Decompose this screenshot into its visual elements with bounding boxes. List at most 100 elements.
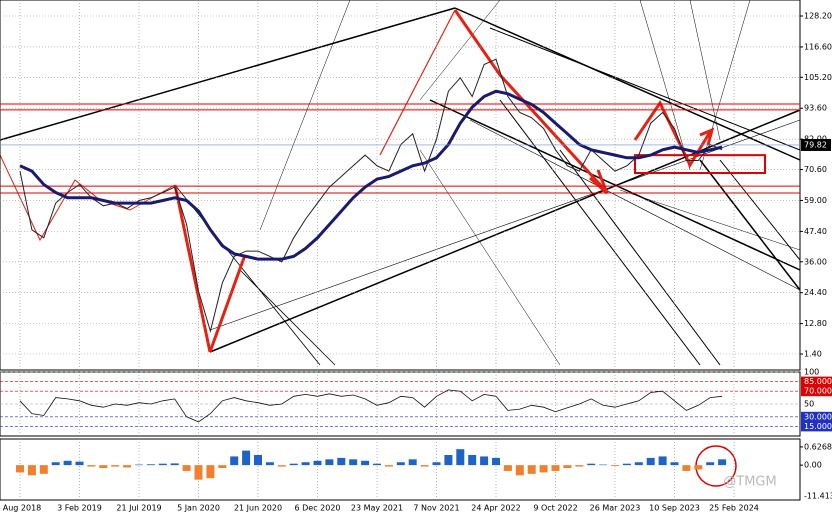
- macd-bar: [170, 463, 179, 466]
- macd-bar: [420, 465, 429, 467]
- macd-bar: [384, 465, 393, 467]
- macd-bar: [670, 462, 679, 466]
- macd-bar: [135, 464, 143, 466]
- macd-bar: [444, 454, 453, 466]
- macd-bar: [658, 456, 667, 466]
- macd-bar: [575, 465, 584, 467]
- macd-bar: [242, 450, 251, 466]
- rsi-tick-label: 50: [804, 400, 814, 409]
- x-tick-label: 21 Jun 2020: [234, 504, 282, 513]
- y-tick-label: 1.40: [804, 350, 822, 359]
- macd-bar: [706, 462, 715, 466]
- macd-bar: [468, 454, 477, 466]
- macd-bar: [456, 449, 465, 466]
- y-tick-label: 12.80: [804, 319, 827, 328]
- x-tick-label: 6 Dec 2020: [294, 504, 340, 513]
- macd-bar: [551, 465, 560, 471]
- macd-bar: [313, 460, 322, 466]
- macd-bar: [289, 463, 298, 466]
- y-tick-label: 93.60: [804, 104, 827, 113]
- moving-average: [19, 89, 723, 261]
- rsi-line: [19, 389, 723, 423]
- macd-min-label: -11.4134: [804, 492, 832, 501]
- macd-bar: [39, 465, 48, 474]
- x-tick-label: 7 Nov 2021: [413, 504, 459, 513]
- macd-bar: [432, 462, 441, 466]
- y-tick-label: 70.60: [804, 165, 827, 174]
- macd-bar: [646, 457, 655, 466]
- x-tick-label: 10 Sep 2023: [649, 504, 700, 513]
- x-tick-label: 9 Oct 2022: [533, 504, 577, 513]
- x-tick-label: 23 May 2021: [351, 504, 403, 513]
- macd-bar: [158, 463, 167, 466]
- y-tick-label: 59.00: [804, 196, 827, 205]
- macd-tick-label: 0.6268: [804, 442, 832, 451]
- macd-bar: [87, 465, 96, 467]
- macd-tick-label: 0.00: [804, 461, 822, 470]
- panel-frame: [0, 438, 801, 501]
- macd-bar: [254, 454, 262, 466]
- macd-bar: [611, 465, 619, 467]
- watermark: @TMGM: [723, 475, 776, 490]
- macd-bar: [16, 465, 24, 473]
- macd-bar: [682, 465, 691, 471]
- macd-bar: [301, 462, 310, 466]
- macd-bar: [396, 462, 405, 466]
- rsi-tick-label: 100: [804, 368, 819, 377]
- x-tick-label: 3 Feb 2019: [57, 504, 102, 513]
- y-tick-label: 116.60: [804, 42, 832, 51]
- macd-bar: [634, 462, 643, 466]
- macd-bar: [265, 462, 274, 466]
- y-tick-label: 24.40: [804, 288, 827, 297]
- y-tick-label: 47.40: [804, 227, 827, 236]
- zone-box: [634, 154, 766, 175]
- x-tick-label: 26 Mar 2023: [590, 504, 641, 513]
- macd-bar: [622, 463, 631, 466]
- macd-bar: [718, 459, 727, 466]
- macd-bar: [539, 465, 548, 473]
- macd-bar: [75, 461, 84, 466]
- macd-bar: [563, 465, 572, 469]
- macd-bar: [503, 465, 512, 471]
- x-tick-label: Aug 2018: [3, 504, 42, 513]
- macd-bar: [480, 456, 489, 466]
- macd-bar: [206, 465, 215, 479]
- macd-bar: [349, 459, 358, 466]
- y-tick-label: 105.20: [804, 73, 832, 82]
- x-tick-label: 5 Jan 2020: [177, 504, 220, 513]
- macd-bar: [599, 464, 608, 466]
- macd-bar: [194, 465, 203, 480]
- macd-bar: [230, 456, 239, 466]
- macd-bar: [51, 462, 60, 466]
- macd-bar: [99, 465, 108, 469]
- macd-bar: [587, 463, 596, 466]
- macd-bar: [27, 465, 36, 476]
- rsi-label-box: [801, 386, 832, 397]
- macd-bar: [373, 463, 381, 466]
- y-tick-label: 128.20: [804, 11, 832, 20]
- macd-bar: [492, 457, 500, 466]
- x-tick-label: 25 Feb 2024: [709, 504, 759, 513]
- macd-bar: [146, 464, 155, 466]
- macd-bar: [325, 459, 334, 466]
- trendlines: [0, 0, 801, 366]
- x-tick-label: 21 Jul 2019: [116, 504, 161, 513]
- macd-bar: [111, 465, 120, 467]
- rsi-label-box: [801, 411, 832, 422]
- macd-bar: [218, 465, 227, 469]
- macd-bar: [408, 459, 417, 466]
- macd-bar: [515, 465, 524, 476]
- rsi-label-box: [801, 421, 832, 432]
- macd-bar: [527, 465, 536, 474]
- rsi-label-box: [801, 376, 832, 387]
- annotation-arrows: [0, 9, 715, 353]
- last-price-box: [801, 138, 831, 151]
- macd-bar: [277, 465, 286, 467]
- macd-bar: [337, 457, 346, 466]
- y-tick-label: 36.00: [804, 257, 827, 266]
